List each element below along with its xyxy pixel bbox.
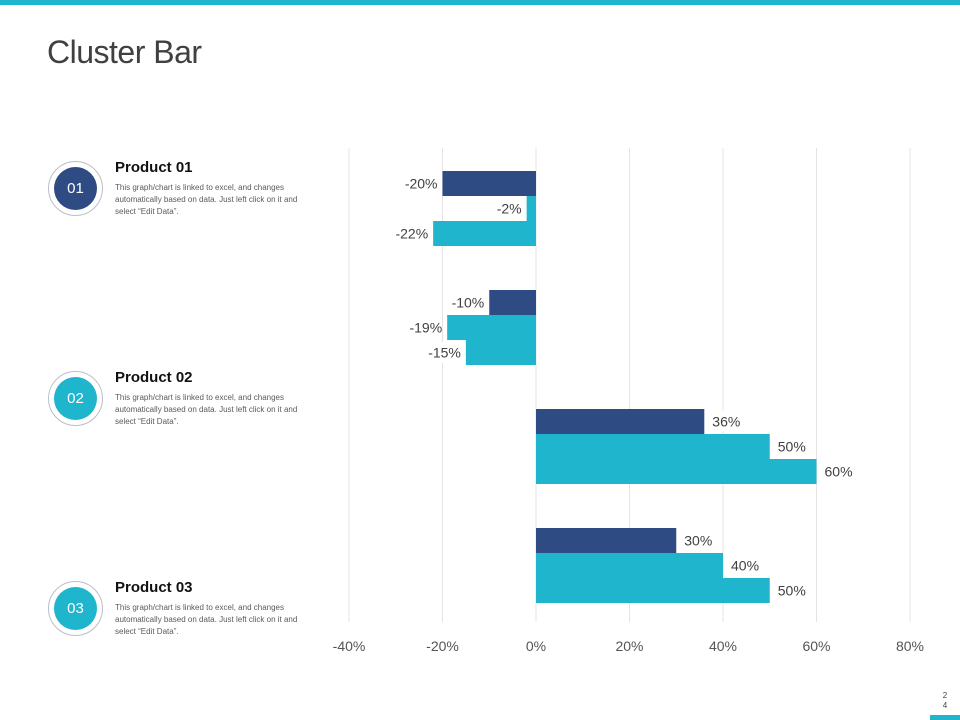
bottom-accent-bar [930, 715, 960, 720]
product-number: 02 [54, 377, 97, 420]
data-label-backing [708, 411, 739, 432]
data-label: 50% [778, 583, 806, 599]
bar [536, 578, 770, 603]
data-label-backing [773, 436, 805, 457]
data-label: 40% [731, 558, 759, 574]
x-tick-label: 0% [526, 638, 546, 654]
product-03-block: 03 Product 03 This graph/chart is linked… [48, 579, 308, 641]
page-number: 2 4 [942, 691, 948, 710]
x-tick-label: 20% [615, 638, 643, 654]
product-badge: 02 [48, 371, 103, 426]
bar [489, 290, 536, 315]
product-description: This graph/chart is linked to excel, and… [115, 183, 298, 216]
bar [536, 409, 705, 434]
data-label: -10% [452, 295, 485, 311]
product-name: Product 01 [115, 159, 193, 176]
product-02-block: 02 Product 02 This graph/chart is linked… [48, 369, 308, 431]
data-label-backing [680, 530, 711, 551]
data-label: -19% [409, 320, 442, 336]
bar [536, 459, 817, 484]
product-description: This graph/chart is linked to excel, and… [115, 393, 298, 426]
product-badge: 03 [48, 581, 103, 636]
x-tick-label: 80% [896, 638, 924, 654]
x-tick-label: 40% [709, 638, 737, 654]
product-name: Product 02 [115, 369, 193, 386]
product-number: 01 [54, 167, 97, 210]
data-label: -20% [405, 176, 438, 192]
product-01-block: 01 Product 01 This graph/chart is linked… [48, 159, 308, 221]
bar [433, 221, 536, 246]
bar [447, 315, 536, 340]
bar [536, 528, 677, 553]
data-label: -22% [395, 226, 428, 242]
data-label: 30% [684, 533, 712, 549]
data-label: -15% [428, 345, 461, 361]
product-name: Product 03 [115, 579, 193, 596]
product-description: This graph/chart is linked to excel, and… [115, 603, 298, 636]
data-label: 50% [778, 439, 806, 455]
product-badge: 01 [48, 161, 103, 216]
bar [536, 553, 723, 578]
data-label-backing [494, 198, 525, 219]
bar [536, 434, 770, 459]
data-label-backing [425, 342, 464, 363]
data-label-backing [448, 292, 488, 313]
data-label: 36% [712, 414, 740, 430]
bar [442, 171, 536, 196]
bar [526, 196, 536, 221]
x-tick-label: -40% [333, 638, 366, 654]
product-number: 03 [54, 587, 97, 630]
x-tick-label: -20% [426, 638, 459, 654]
bar [465, 340, 536, 365]
data-label: -2% [497, 201, 522, 217]
x-tick-label: 60% [802, 638, 830, 654]
data-label-backing [727, 555, 758, 576]
page-title: Cluster Bar [47, 34, 202, 70]
top-accent-bar [0, 0, 960, 5]
data-label: 60% [825, 464, 853, 480]
